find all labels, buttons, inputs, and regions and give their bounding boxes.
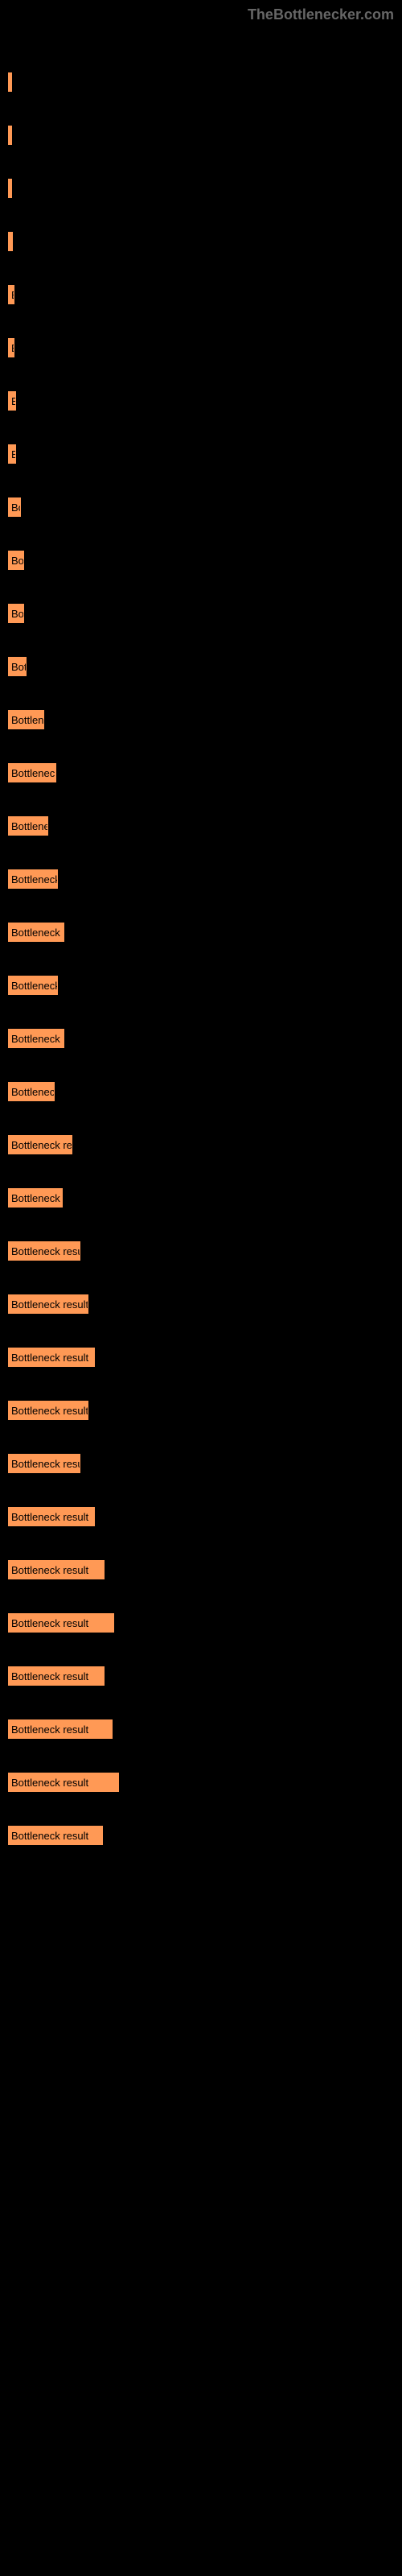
bar-row: Bottleneck result [8, 1560, 394, 1579]
bar-row: Bottleneck result [8, 126, 394, 145]
bar: Bottleneck result [8, 1029, 64, 1048]
bar-row: Bottleneck result [8, 179, 394, 198]
bar-row: Bottleneck result [8, 923, 394, 942]
bar-row: Bottleneck result [8, 816, 394, 836]
bar-row: Bottleneck result [8, 72, 394, 92]
bar: Bottleneck result [8, 285, 14, 304]
bar: Bottleneck result [8, 1082, 55, 1101]
bar: Bottleneck result [8, 923, 64, 942]
bar-row: Bottleneck result [8, 604, 394, 623]
bar-row: Bottleneck result [8, 1773, 394, 1792]
bar: Bottleneck result [8, 763, 56, 782]
bar-row: Bottleneck result [8, 1507, 394, 1526]
bar: Bottleneck result [8, 1348, 95, 1367]
bar-row: Bottleneck result [8, 497, 394, 517]
bar-row: Bottleneck result [8, 1135, 394, 1154]
bar-row: Bottleneck result [8, 1613, 394, 1633]
bar: Bottleneck result [8, 444, 16, 464]
bar-row: Bottleneck result [8, 976, 394, 995]
bar: Bottleneck result [8, 1560, 105, 1579]
bar: Bottleneck result [8, 551, 24, 570]
bar: Bottleneck result [8, 710, 44, 729]
bar: Bottleneck result [8, 1773, 119, 1792]
bar-row: Bottleneck result [8, 338, 394, 357]
bar: Bottleneck result [8, 976, 58, 995]
bar: Bottleneck result [8, 1401, 88, 1420]
bar: Bottleneck result [8, 1613, 114, 1633]
bar-row: Bottleneck result [8, 1082, 394, 1101]
bar: Bottleneck result [8, 179, 12, 198]
bar-row: Bottleneck result [8, 1294, 394, 1314]
bar-row: Bottleneck result [8, 657, 394, 676]
bar-chart: Bottleneck result Bottleneck result Bottle… [8, 56, 394, 1895]
bar-row: Bottleneck result [8, 285, 394, 304]
bar: Bottleneck result [8, 1241, 80, 1261]
watermark-text: TheBottlenecker.com [248, 6, 394, 23]
bar-row: Bottleneck result [8, 1719, 394, 1739]
bar-row: Bottleneck result [8, 1454, 394, 1473]
bar: Bottleneck result [8, 1826, 103, 1845]
bar-row: Bottleneck result [8, 444, 394, 464]
bar-row: Bottleneck result [8, 869, 394, 889]
bar: Bottleneck result [8, 604, 24, 623]
bar-row: Bottleneck result [8, 1029, 394, 1048]
bar-row: Bottleneck result [8, 232, 394, 251]
bar: Bottleneck result [8, 1507, 95, 1526]
bar: Bottleneck result [8, 816, 48, 836]
bar: Bottleneck result [8, 126, 12, 145]
bar-row: Bottleneck result [8, 1188, 394, 1208]
bar: Bottleneck result [8, 72, 12, 92]
bar: Bottleneck result [8, 869, 58, 889]
bar: Bottleneck result [8, 1719, 113, 1739]
bar: Bottleneck result [8, 391, 16, 411]
bar-row: Bottleneck result [8, 1241, 394, 1261]
bar: Bottleneck result [8, 657, 27, 676]
bar: Bottleneck result [8, 1666, 105, 1686]
bar: Bottleneck result [8, 232, 13, 251]
bar: Bottleneck result [8, 497, 21, 517]
bar-row: Bottleneck result [8, 1666, 394, 1686]
bar-row: Bottleneck result [8, 710, 394, 729]
bar: Bottleneck result [8, 338, 14, 357]
bar-row: Bottleneck result [8, 391, 394, 411]
bar-row: Bottleneck result [8, 551, 394, 570]
bar-row: Bottleneck result [8, 1826, 394, 1845]
bar: Bottleneck result [8, 1135, 72, 1154]
bar: Bottleneck result [8, 1188, 63, 1208]
bar-row: Bottleneck result [8, 763, 394, 782]
bar: Bottleneck result [8, 1454, 80, 1473]
bar: Bottleneck result [8, 1294, 88, 1314]
bar-row: Bottleneck result [8, 1401, 394, 1420]
bar-row: Bottleneck result [8, 1348, 394, 1367]
